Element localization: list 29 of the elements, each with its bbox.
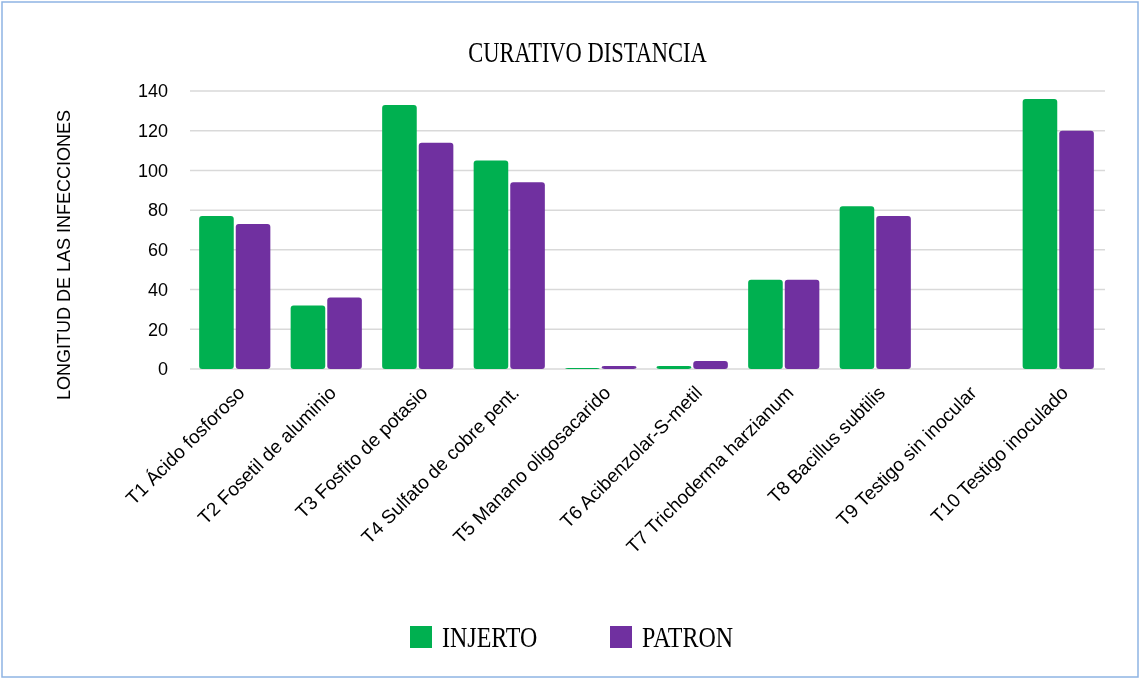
- bar: [784, 279, 820, 369]
- y-tick-label: 40: [147, 279, 168, 300]
- y-tick-label: 120: [137, 121, 168, 142]
- y-tick-label: 60: [147, 240, 168, 261]
- bar: [382, 104, 417, 369]
- bar: [235, 224, 271, 369]
- bar: [290, 305, 326, 369]
- y-tick-label: 100: [137, 160, 168, 181]
- chart-title: CURATIVO DISTANCIA: [468, 34, 707, 69]
- legend-label: PATRON: [642, 620, 734, 654]
- bar: [473, 160, 509, 369]
- bar: [656, 366, 692, 369]
- legend-label: INJERTO: [442, 620, 538, 654]
- y-tick-label: 0: [157, 359, 168, 380]
- y-tick-label: 140: [137, 81, 168, 102]
- bar: [601, 366, 637, 369]
- bar: [327, 297, 362, 369]
- bar: [510, 182, 545, 369]
- bar: [693, 361, 728, 369]
- y-tick-label: 20: [147, 319, 168, 340]
- bar: [839, 206, 875, 369]
- y-axis-title: LONGITUD DE LAS INFECCIONES: [54, 109, 74, 401]
- bar: [199, 216, 234, 369]
- bar: [876, 216, 911, 369]
- bar: [1059, 130, 1094, 369]
- y-tick-label: 80: [147, 200, 168, 221]
- bar: [1022, 98, 1058, 369]
- bar: [748, 279, 783, 369]
- bar: [418, 142, 454, 369]
